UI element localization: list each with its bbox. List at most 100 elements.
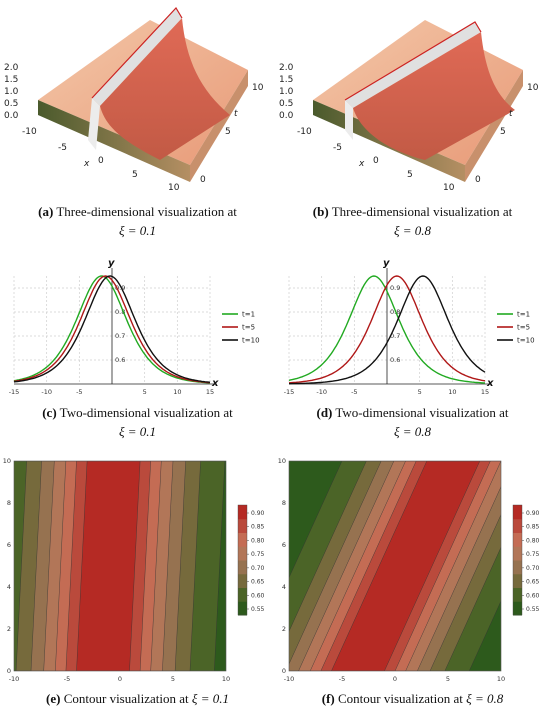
- x-tick: 0: [373, 156, 379, 166]
- x-tick-label: -10: [284, 675, 295, 683]
- plot-frame: [13, 460, 227, 672]
- colorbar-band: [238, 587, 247, 602]
- x-axis-label: x: [486, 378, 494, 389]
- colorbar-band: [238, 532, 247, 547]
- x-tick-label: -15: [284, 388, 295, 396]
- x-tick-label: 0: [118, 675, 122, 683]
- x-tick: -5: [333, 143, 342, 153]
- y-axis-label: y: [383, 258, 390, 269]
- y-tick-label: 6: [7, 541, 11, 549]
- colorbar-label: 0.80: [526, 537, 540, 544]
- legend-label: t=10: [242, 337, 260, 345]
- y-tick-label: 0.6: [390, 356, 400, 364]
- caption-b: (b) Three-dimensional visualization at ξ…: [275, 202, 550, 240]
- caption-param: ξ = 0.8: [466, 691, 504, 706]
- t-tick: 5: [225, 127, 231, 137]
- x-axis-label: x: [358, 159, 365, 169]
- x-tick-label: -10: [316, 388, 327, 396]
- contour-band: [331, 461, 481, 671]
- x-tick: 5: [407, 170, 413, 180]
- series-line-t-10: [289, 275, 486, 385]
- colorbar-frame: [512, 504, 523, 616]
- x-tick: 0: [98, 156, 104, 166]
- x-tick-label: 0: [393, 675, 397, 683]
- caption-letter: (b): [312, 204, 329, 219]
- z-tick: 1.5: [4, 75, 18, 85]
- caption-param: ξ = 0.1: [118, 424, 157, 439]
- t-axis-label: t: [234, 109, 238, 119]
- x-tick: 10: [168, 183, 180, 193]
- z-tick: 0.0: [4, 111, 19, 121]
- colorbar-band: [238, 518, 247, 533]
- caption-f: (f) Contour visualization at ξ = 0.8: [275, 689, 550, 708]
- colorbar-band: [513, 587, 522, 602]
- colorbar-label: 0.65: [526, 579, 540, 586]
- surface-plot-b: 2.0 1.5 1.0 0.5 0.0 -10 -5 0 5 10 0 5 10…: [279, 20, 539, 193]
- colorbar-label: 0.75: [251, 551, 265, 558]
- x-tick: -5: [58, 143, 67, 153]
- caption-text: Three-dimensional visualization at: [56, 204, 237, 219]
- colorbar-label: 0.60: [526, 592, 540, 599]
- y-axis-label: y: [108, 258, 115, 269]
- y-tick-label: 0: [7, 667, 11, 675]
- x-tick-label: 5: [143, 388, 147, 396]
- colorbar-label: 0.65: [251, 579, 265, 586]
- contour-plot-f: -10 -5 0 5 10 0 2 4 6 8 10 0.90 0.85 0.80 0.75 0.70 0.65…: [278, 457, 540, 683]
- caption-text: Two-dimensional visualization at: [59, 405, 233, 420]
- t-tick: 0: [475, 175, 481, 185]
- line-plot-c: -15 -10 -5 5 10 15 0.6 0.7 0.8 0.9 x y t=1 t=5 t=10: [9, 258, 260, 396]
- y-tick-label: 10: [278, 457, 286, 465]
- x-tick-label: -10: [9, 675, 20, 683]
- contour-bands: [14, 461, 226, 671]
- colorbar-band: [513, 532, 522, 547]
- colorbar-label: 0.70: [251, 565, 265, 572]
- caption-letter: (c): [42, 405, 57, 420]
- x-tick: -10: [297, 127, 312, 137]
- colorbar-label: 0.75: [526, 551, 540, 558]
- colorbar-band: [513, 601, 522, 616]
- x-tick-label: -5: [351, 388, 357, 396]
- x-tick-label: -10: [41, 388, 52, 396]
- x-tick-label: -15: [9, 388, 20, 396]
- caption-letter: (d): [316, 405, 333, 420]
- z-tick: 2.0: [279, 63, 294, 73]
- y-tick-label: 10: [3, 457, 11, 465]
- x-tick: 10: [443, 183, 455, 193]
- series-line-t-1: [288, 275, 486, 384]
- x-tick-label: 10: [173, 388, 181, 396]
- colorbar-label: 0.85: [526, 524, 540, 531]
- colorbar-label: 0.70: [526, 565, 540, 572]
- t-axis-label: t: [509, 109, 513, 119]
- z-tick: 0.5: [279, 99, 293, 109]
- x-tick-label: 5: [446, 675, 450, 683]
- t-tick: 10: [252, 83, 264, 93]
- contour-band: [76, 461, 141, 671]
- x-axis-label: x: [211, 378, 219, 389]
- caption-text: Two-dimensional visualization at: [335, 405, 509, 420]
- z-tick: 1.5: [279, 75, 293, 85]
- x-tick-label: -5: [76, 388, 82, 396]
- x-tick-label: 10: [497, 675, 505, 683]
- colorbar-label: 0.90: [251, 510, 265, 517]
- colorbar-label: 0.55: [251, 606, 265, 613]
- y-tick-label: 0.9: [115, 284, 125, 292]
- caption-letter: (a): [38, 204, 54, 219]
- x-tick-label: 5: [171, 675, 175, 683]
- colorbar-label: 0.55: [526, 606, 540, 613]
- y-tick-label: 0.7: [390, 332, 400, 340]
- y-tick-label: 0.8: [115, 308, 125, 316]
- caption-text: Contour visualization at: [63, 691, 189, 706]
- caption-param: ξ = 0.8: [393, 424, 432, 439]
- y-tick-label: 0.9: [390, 284, 400, 292]
- x-tick: -10: [22, 127, 37, 137]
- colorbar-band: [513, 560, 522, 575]
- z-tick: 1.0: [279, 87, 294, 97]
- y-tick-label: 0: [282, 667, 286, 675]
- caption-param: ξ = 0.8: [393, 223, 432, 238]
- colorbar-band: [513, 518, 522, 533]
- contour-plot-e: -10 -5 0 5 10 0 2 4 6 8 10 0.90 0.85 0.80 0.75 0.70 0.65…: [3, 457, 265, 683]
- colorbar-band: [238, 546, 247, 561]
- colorbar-band: [513, 573, 522, 588]
- legend-label: t=10: [517, 337, 535, 345]
